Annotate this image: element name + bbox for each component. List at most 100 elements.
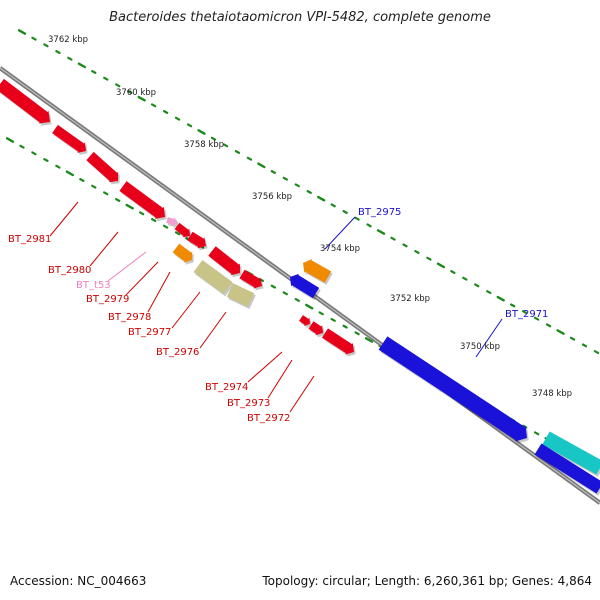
tick-mark <box>510 303 516 308</box>
tick-mark <box>174 116 181 121</box>
tick-mark <box>138 211 145 216</box>
gene-arrow <box>299 315 310 326</box>
scale-label: 3754 kbp <box>320 244 360 254</box>
gene-arrow <box>187 231 206 249</box>
tick-mark <box>486 290 492 295</box>
label-leaders <box>49 201 503 413</box>
tick-mark <box>174 231 181 236</box>
gene-arrow <box>303 258 332 283</box>
gene-arrow <box>378 336 527 442</box>
tick-mark <box>162 224 169 229</box>
tick-mark <box>125 203 134 210</box>
tick-mark <box>330 317 336 322</box>
gene-labels: BT_2981 BT_2980 BT_t53 BT_2979 BT_2978 BT_297… <box>8 207 548 424</box>
leader-line <box>89 231 119 267</box>
tick-mark <box>376 229 386 235</box>
gene-arrow <box>534 443 600 494</box>
scale-label: 3750 kbp <box>460 342 500 352</box>
leader-line <box>49 201 79 237</box>
gene-arrow <box>239 269 262 289</box>
gene-label: BT_2972 <box>247 413 290 424</box>
tick-mark <box>115 83 121 88</box>
tick-mark <box>19 144 25 149</box>
tick-mark <box>282 176 288 181</box>
tick-mark <box>450 270 456 275</box>
scale-label: 3758 kbp <box>184 140 224 150</box>
leader-line <box>171 291 201 329</box>
gene-label: BT_2978 <box>108 312 151 323</box>
tick-mark <box>270 170 277 174</box>
accession-text: Accession: NC_004663 <box>10 574 147 588</box>
tick-mark <box>127 90 133 94</box>
tick-mark <box>354 216 360 221</box>
gene-arrow <box>172 243 193 263</box>
tick-mark <box>67 56 73 61</box>
tick-mark <box>402 243 408 248</box>
leader-line <box>247 351 283 383</box>
scale-label: 3752 kbp <box>390 294 430 304</box>
scale-labels: 3762 kbp 3760 kbp 3758 kbp 3756 kbp 3754 kbp… <box>48 35 572 399</box>
leader-line <box>289 375 315 413</box>
tick-mark <box>414 250 420 255</box>
genome-summary-text: Topology: circular; Length: 6,260,361 bp… <box>262 574 592 588</box>
gene-arrow <box>308 321 323 336</box>
tick-mark <box>496 295 505 302</box>
gene-label: BT_t53 <box>76 280 111 291</box>
tick-mark <box>115 198 121 202</box>
tick-mark <box>257 162 266 169</box>
tick-mark <box>65 170 75 177</box>
tick-mark <box>474 283 480 288</box>
gene-label: BT_2981 <box>8 234 51 245</box>
tick-mark <box>5 137 15 143</box>
gene-arrow <box>86 151 119 183</box>
tick-mark <box>77 62 87 69</box>
tick-mark <box>103 76 109 81</box>
tick-mark <box>234 150 241 154</box>
leader-line <box>199 311 227 349</box>
tick-mark <box>366 223 372 228</box>
tick-mark <box>103 191 109 196</box>
gene-arrow <box>226 283 255 307</box>
tick-mark <box>294 183 300 188</box>
tick-mark <box>317 195 326 202</box>
tick-mark <box>306 190 312 194</box>
tick-mark <box>91 70 97 74</box>
gene-label: BT_2979 <box>86 294 129 305</box>
tick-mark <box>137 95 146 102</box>
gene-label: BT_2971 <box>505 309 548 320</box>
tick-mark <box>462 276 468 281</box>
leader-line <box>147 271 171 313</box>
gene-label: BT_2975 <box>358 207 401 218</box>
tick-mark <box>533 316 540 321</box>
gene-arrow <box>119 181 165 219</box>
tick-mark <box>556 329 565 335</box>
gene-label: BT_2973 <box>227 398 270 409</box>
tick-mark <box>521 310 528 315</box>
leader-line <box>125 261 159 296</box>
tick-mark <box>222 143 229 148</box>
tick-mark <box>31 36 37 41</box>
tick-mark <box>210 136 217 141</box>
tick-mark <box>436 262 446 269</box>
tick-mark <box>294 297 300 302</box>
leader-line <box>324 216 356 250</box>
gene-arrow <box>290 273 320 299</box>
scale-label: 3756 kbp <box>252 192 292 202</box>
gene-label: BT_2977 <box>128 327 171 338</box>
leader-line <box>107 251 147 282</box>
tick-mark <box>569 336 576 341</box>
gene-label: BT_2974 <box>205 382 248 393</box>
gene-arrow <box>174 222 190 238</box>
gene-arrow <box>0 78 50 124</box>
tick-mark <box>305 303 314 310</box>
tick-mark <box>186 123 193 128</box>
gene-arrow <box>52 124 86 153</box>
tick-dots <box>5 29 600 462</box>
tick-mark <box>318 311 324 316</box>
tick-mark <box>91 184 97 189</box>
tick-mark <box>43 43 49 48</box>
tick-mark <box>545 323 552 328</box>
tick-mark <box>593 350 600 355</box>
tick-mark <box>354 331 360 336</box>
